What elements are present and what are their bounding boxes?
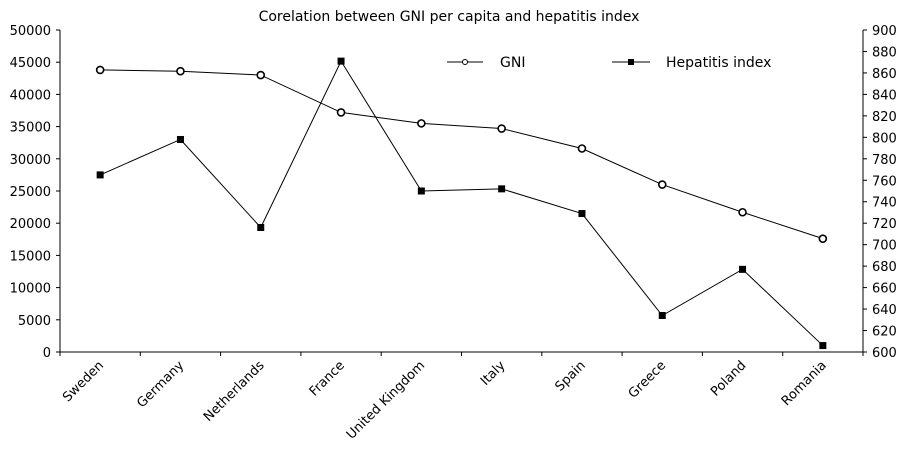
category-label: United Kingdom (344, 358, 428, 442)
left-tick-label: 15000 (10, 249, 51, 264)
right-tick-label: 880 (872, 45, 897, 60)
legend-hepatitis-label: Hepatitis index (666, 55, 771, 71)
right-tick-label: 840 (872, 88, 897, 103)
legend: GNI Hepatitis index (447, 55, 771, 71)
category-label: Germany (134, 358, 187, 411)
right-tick-label: 820 (872, 110, 897, 125)
left-tick-label: 10000 (10, 282, 51, 297)
gni-point (95, 65, 105, 75)
category-label: Spain (552, 358, 588, 394)
right-tick-label: 900 (872, 24, 897, 39)
category-label: Netherlands (201, 358, 268, 425)
hepatitis-line (99, 60, 824, 346)
category-label: Italy (478, 358, 509, 389)
right-tick-label: 780 (872, 153, 897, 168)
left-tick-label: 0 (43, 346, 51, 361)
right-tick-label: 720 (872, 217, 897, 232)
gni-point (657, 180, 667, 189)
chart-title: Corelation between GNI per capita and he… (259, 9, 640, 25)
legend-gni-marker (462, 59, 468, 65)
gni-point (176, 66, 185, 76)
hepatitis-point (176, 135, 184, 143)
hepatitis-point (337, 57, 345, 65)
left-axis-ticks: 0 5000 10000 15000 20000 25000 30000 35000 40000… (10, 24, 60, 361)
right-tick-label: 600 (872, 346, 897, 361)
right-axis-ticks: 600 620 640 660 680 700 720 740 760 780 800 820 840 8… (863, 24, 897, 361)
hepatitis-point (96, 171, 104, 179)
axes (59, 30, 864, 353)
series-gni (95, 65, 828, 243)
category-label: France (307, 358, 348, 399)
left-tick-label: 45000 (10, 56, 51, 71)
gni-point (256, 70, 266, 80)
category-label: Romania (779, 358, 830, 409)
left-tick-label: 40000 (10, 88, 51, 103)
right-tick-label: 620 (872, 325, 897, 340)
left-tick-label: 50000 (10, 24, 51, 39)
right-tick-label: 860 (872, 67, 897, 82)
hepatitis-point (498, 185, 506, 193)
gni-point (497, 124, 506, 133)
hepatitis-point (819, 342, 827, 350)
left-tick-label: 30000 (10, 153, 51, 168)
hepatitis-point (578, 210, 586, 218)
hepatitis-point (417, 187, 425, 195)
series-hepatitis-index (96, 57, 827, 350)
right-tick-label: 760 (872, 174, 897, 189)
right-tick-label: 800 (872, 131, 897, 146)
hepatitis-point (739, 265, 747, 273)
right-tick-label: 660 (872, 282, 897, 297)
category-label: Greece (626, 358, 669, 401)
legend-gni-label: GNI (500, 55, 525, 71)
gni-line (100, 69, 824, 240)
right-tick-label: 640 (872, 303, 897, 318)
category-label: Sweden (60, 358, 107, 405)
gni-point (818, 234, 828, 243)
hepatitis-point (257, 223, 265, 231)
left-tick-label: 5000 (18, 314, 51, 329)
right-tick-label: 700 (872, 239, 897, 254)
gni-point (336, 108, 346, 117)
legend-hepatitis-marker (628, 59, 634, 65)
left-tick-label: 35000 (10, 121, 51, 136)
gni-point (417, 119, 426, 128)
gni-point (577, 144, 587, 153)
gni-point (738, 207, 747, 217)
category-label: Poland (708, 358, 749, 399)
right-tick-label: 740 (872, 196, 897, 211)
hepatitis-point (658, 312, 666, 320)
left-tick-label: 25000 (10, 185, 51, 200)
left-tick-label: 20000 (10, 217, 51, 232)
right-tick-label: 680 (872, 260, 897, 275)
